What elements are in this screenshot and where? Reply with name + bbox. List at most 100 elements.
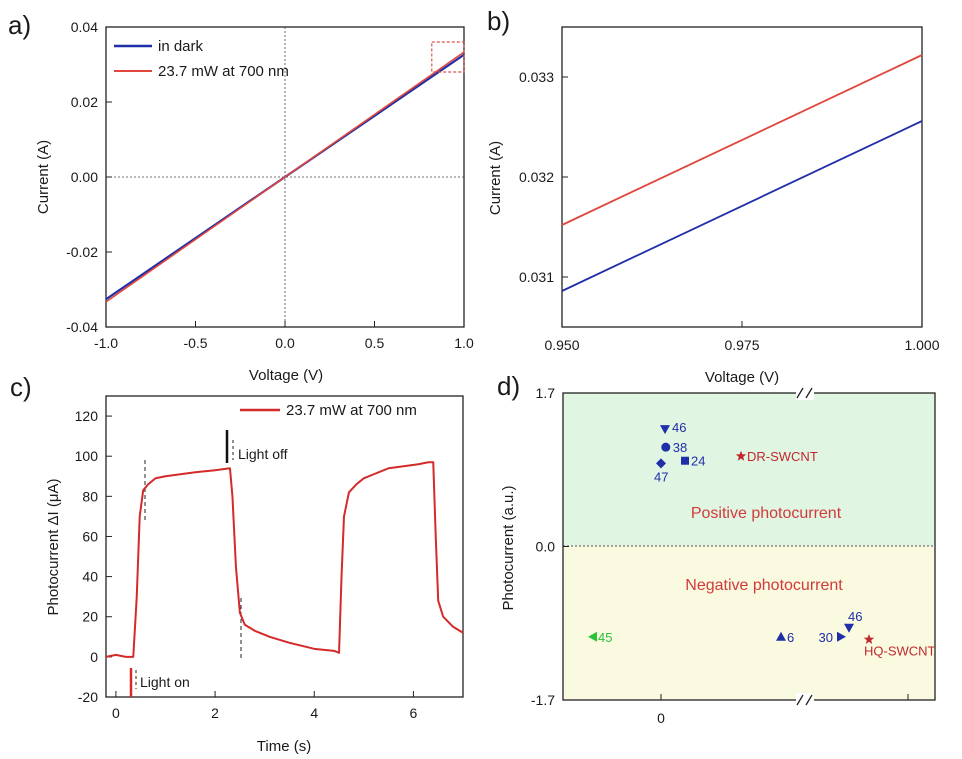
point-marker-star xyxy=(735,450,747,461)
panel-a-ylabel: Current (A) xyxy=(35,140,52,214)
y-tick-label: 1.7 xyxy=(536,385,556,401)
y-tick-label: -20 xyxy=(78,689,98,705)
point-label: 24 xyxy=(691,454,705,469)
axis-break-top-1 xyxy=(796,387,804,399)
y-tick-label: -0.04 xyxy=(66,319,98,335)
point-label: HQ-SWCNT xyxy=(864,644,936,659)
panel-a: a) -1.0 -0.5 0.0 0.5 1.0 -0.04 -0.02 0.00 0.02 0.… xyxy=(8,10,474,384)
point-marker-circle xyxy=(661,442,671,452)
point-label: 46 xyxy=(672,420,686,435)
legend-label-light: 23.7 mW at 700 nm xyxy=(158,63,289,80)
positive-region xyxy=(563,393,935,546)
panel-b-series xyxy=(561,54,923,292)
point-label: 6 xyxy=(787,630,794,645)
y-tick-label: -1.7 xyxy=(531,692,555,708)
panel-b-ticks: 0.950 0.975 1.000 0.031 0.032 0.033 xyxy=(519,69,940,353)
panel-b-frame xyxy=(561,26,923,328)
x-tick-label: 1.0 xyxy=(454,335,474,351)
point-label: DR-SWCNT xyxy=(747,449,818,464)
panel-a-xlabel: Voltage (V) xyxy=(249,367,323,384)
point-marker-triangle-right xyxy=(837,631,846,642)
x-tick-label: 0.975 xyxy=(724,337,759,353)
panel-c-frame xyxy=(105,395,464,698)
y-tick-label: 80 xyxy=(82,488,98,504)
panel-a-label: a) xyxy=(8,10,31,40)
point-marker-diamond xyxy=(656,458,666,469)
point-label: 46 xyxy=(848,609,862,624)
panel-c: c) 0 2 4 6 -20 0 20 40 60 80 100 120 23.7 mW at 700… xyxy=(10,372,464,755)
photocurrent-trace xyxy=(105,461,464,658)
y-tick-label: 0.033 xyxy=(519,69,554,85)
panel-d-ticks: 1.7 0.0 -1.7 0 xyxy=(531,385,909,726)
negative-region-label: Negative photocurrent xyxy=(685,577,843,594)
panel-a-ticks: -1.0 -0.5 0.0 0.5 1.0 -0.04 -0.02 0.00 0.02 0.04 xyxy=(66,19,474,351)
annotation-light-off: Light off xyxy=(238,446,288,462)
y-tick-label: 0.02 xyxy=(71,94,98,110)
point-marker-triangle-down xyxy=(844,623,854,633)
y-tick-label: 0.0 xyxy=(536,539,556,555)
y-tick-label: 20 xyxy=(82,609,98,625)
point-label: 30 xyxy=(819,630,833,645)
panel-d-ylabel: Photocurrent (a.u.) xyxy=(500,485,517,610)
panel-c-event-markers xyxy=(129,430,242,697)
panel-c-series xyxy=(105,461,464,658)
panel-c-label: c) xyxy=(10,372,32,402)
y-tick-label: 0.031 xyxy=(519,269,554,285)
panel-d-points: 46 38 24 47 DR-SWCNT 45 6 30 46 HQ-SWCNT xyxy=(588,420,936,659)
x-tick-label: -0.5 xyxy=(183,335,207,351)
x-tick-label: 2 xyxy=(211,705,219,721)
y-tick-label: 0.032 xyxy=(519,169,554,185)
series-line-dark xyxy=(561,120,923,292)
x-tick-label: 0 xyxy=(112,705,120,721)
x-tick-label: 0 xyxy=(657,710,665,726)
point-marker-triangle-left xyxy=(588,631,597,642)
legend-label-dark: in dark xyxy=(158,38,204,55)
point-marker-star xyxy=(863,634,875,644)
panel-c-ticks: 0 2 4 6 -20 0 20 40 60 80 100 120 xyxy=(75,408,418,721)
series-line-light xyxy=(105,51,465,303)
panel-b-xlabel: Voltage (V) xyxy=(705,369,779,386)
point-label: 38 xyxy=(673,440,687,455)
panel-d: d) 1.7 0.0 -1.7 0 Positive photocurrent Neg… xyxy=(497,371,936,726)
x-tick-label: -1.0 xyxy=(94,335,118,351)
x-tick-label: 0.950 xyxy=(544,337,579,353)
panel-a-series xyxy=(105,51,465,303)
annotation-light-on: Light on xyxy=(140,674,190,690)
panel-b-ylabel: Current (A) xyxy=(487,141,504,215)
x-tick-label: 0.5 xyxy=(365,335,385,351)
point-label: 47 xyxy=(654,469,668,484)
point-label: 45 xyxy=(598,630,612,645)
y-tick-label: 0.00 xyxy=(71,169,98,185)
x-tick-label: 0.0 xyxy=(275,335,295,351)
axis-break-top-gap xyxy=(796,386,814,400)
x-tick-label: 6 xyxy=(410,705,418,721)
panel-a-zoom-box xyxy=(431,41,465,73)
y-tick-label: 0 xyxy=(90,649,98,665)
y-tick-label: 100 xyxy=(75,448,99,464)
axis-break-bottom-2 xyxy=(805,694,813,706)
point-marker-triangle-up xyxy=(776,631,786,641)
y-tick-label: 40 xyxy=(82,569,98,585)
point-marker-square xyxy=(681,456,689,465)
panel-b: b) 0.950 0.975 1.000 0.031 0.032 0.033 Voltag… xyxy=(487,6,940,386)
y-tick-label: 120 xyxy=(75,408,99,424)
axis-break-top-2 xyxy=(805,387,813,399)
axis-break-bottom-1 xyxy=(796,694,804,706)
y-tick-label: 60 xyxy=(82,528,98,544)
negative-region xyxy=(563,546,935,700)
x-tick-label: 4 xyxy=(310,705,318,721)
positive-region-label: Positive photocurrent xyxy=(691,505,842,522)
panel-c-xlabel: Time (s) xyxy=(257,738,311,755)
y-tick-label: 0.04 xyxy=(71,19,98,35)
panel-b-label: b) xyxy=(487,6,510,36)
panel-c-ylabel: Photocurrent ΔI (μA) xyxy=(45,478,62,615)
axis-break-bottom-gap xyxy=(796,693,814,707)
y-tick-label: -0.02 xyxy=(66,244,98,260)
point-marker-triangle-down xyxy=(660,425,670,435)
zoom-region-box xyxy=(431,41,465,73)
series-line-light xyxy=(561,54,923,226)
panel-d-label: d) xyxy=(497,371,520,401)
legend-label-c: 23.7 mW at 700 nm xyxy=(286,402,417,419)
x-tick-label: 1.000 xyxy=(904,337,939,353)
